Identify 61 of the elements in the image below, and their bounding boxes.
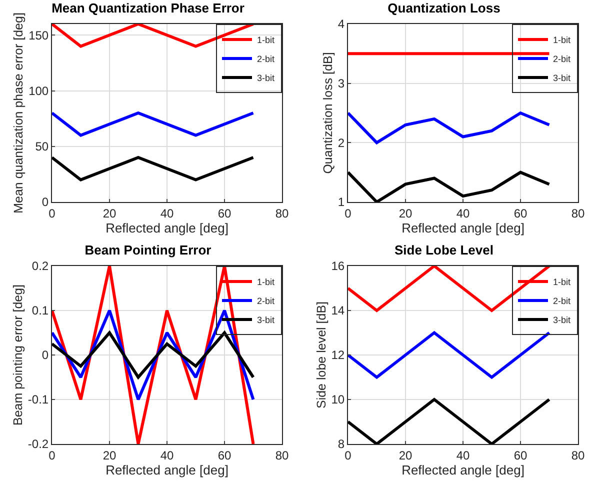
x-tick-label: 80 <box>275 206 289 220</box>
legend-label: 3-bit <box>257 73 276 84</box>
y-tick-label: 10 <box>331 392 345 407</box>
chart-title: Side Lobe Level <box>394 242 494 258</box>
y-tick-label: 16 <box>331 259 345 274</box>
chart-title: Quantization Loss <box>388 0 500 16</box>
y-tick-label: 150 <box>28 28 49 42</box>
y-tick-label: 0.1 <box>32 304 49 318</box>
y-tick-label: 2 <box>338 136 345 150</box>
legend-label: 3-bit <box>553 73 572 84</box>
x-tick-label: 80 <box>571 448 585 462</box>
x-tick-label: 80 <box>571 206 585 220</box>
legend-label: 1-bit <box>257 277 276 288</box>
legend-label: 1-bit <box>553 277 572 288</box>
x-tick-label: 80 <box>275 448 289 462</box>
y-tick-label: 50 <box>35 140 49 154</box>
legend-label: 2-bit <box>257 296 276 306</box>
line-series <box>52 331 255 379</box>
y-tick-label: 4 <box>338 17 345 32</box>
x-tick-label: 60 <box>514 448 528 462</box>
y-tick-label: 100 <box>28 84 49 98</box>
y-axis-title: Mean quantization phase error [deg] <box>12 12 26 214</box>
legend-label: 2-bit <box>553 296 572 306</box>
y-tick-label: -0.1 <box>28 392 49 407</box>
y-axis-title: Side lobe level [dB] <box>314 301 328 409</box>
y-tick-label: 3 <box>338 76 345 91</box>
x-tick-label: 40 <box>160 448 174 462</box>
chart-title: Mean Quantization Phase Error <box>52 0 244 16</box>
chart-title: Beam Pointing Error <box>84 242 212 258</box>
y-tick-label: 12 <box>331 348 345 362</box>
x-tick-label: 40 <box>456 448 470 462</box>
legend-label: 2-bit <box>257 54 276 64</box>
x-tick-label: 60 <box>218 206 232 220</box>
x-tick-label: 40 <box>160 206 174 220</box>
x-axis-title: Reflected angle [deg] <box>402 220 524 236</box>
x-tick-label: 60 <box>218 448 232 462</box>
legend-label: 2-bit <box>553 54 572 64</box>
y-tick-label: -0.2 <box>28 437 49 452</box>
legend-label: 1-bit <box>257 35 276 46</box>
y-tick-label: 0 <box>42 195 49 210</box>
x-tick-label: 20 <box>398 206 412 220</box>
y-axis-title: Quantization loss [dB] <box>321 52 336 174</box>
y-tick-label: 1 <box>338 195 345 210</box>
x-tick-label: 40 <box>456 206 470 220</box>
y-axis-title: Beam pointing error [deg] <box>11 284 26 426</box>
legend-label: 3-bit <box>257 315 276 326</box>
legend-label: 3-bit <box>553 315 572 326</box>
line-series <box>348 112 551 144</box>
y-tick-label: 0 <box>42 348 49 362</box>
y-tick-label: 0.2 <box>32 259 49 274</box>
x-axis-title: Reflected angle [deg] <box>106 462 228 478</box>
x-tick-label: 20 <box>102 448 116 462</box>
y-tick-label: 8 <box>338 437 345 452</box>
x-axis-title: Reflected angle [deg] <box>402 462 524 478</box>
line-series <box>348 170 551 202</box>
y-tick-label: 14 <box>331 304 345 318</box>
legend-label: 1-bit <box>553 35 572 46</box>
x-axis-title: Reflected angle [deg] <box>106 220 228 236</box>
x-tick-label: 60 <box>514 206 528 220</box>
x-tick-label: 20 <box>398 448 412 462</box>
x-tick-label: 20 <box>102 206 116 220</box>
